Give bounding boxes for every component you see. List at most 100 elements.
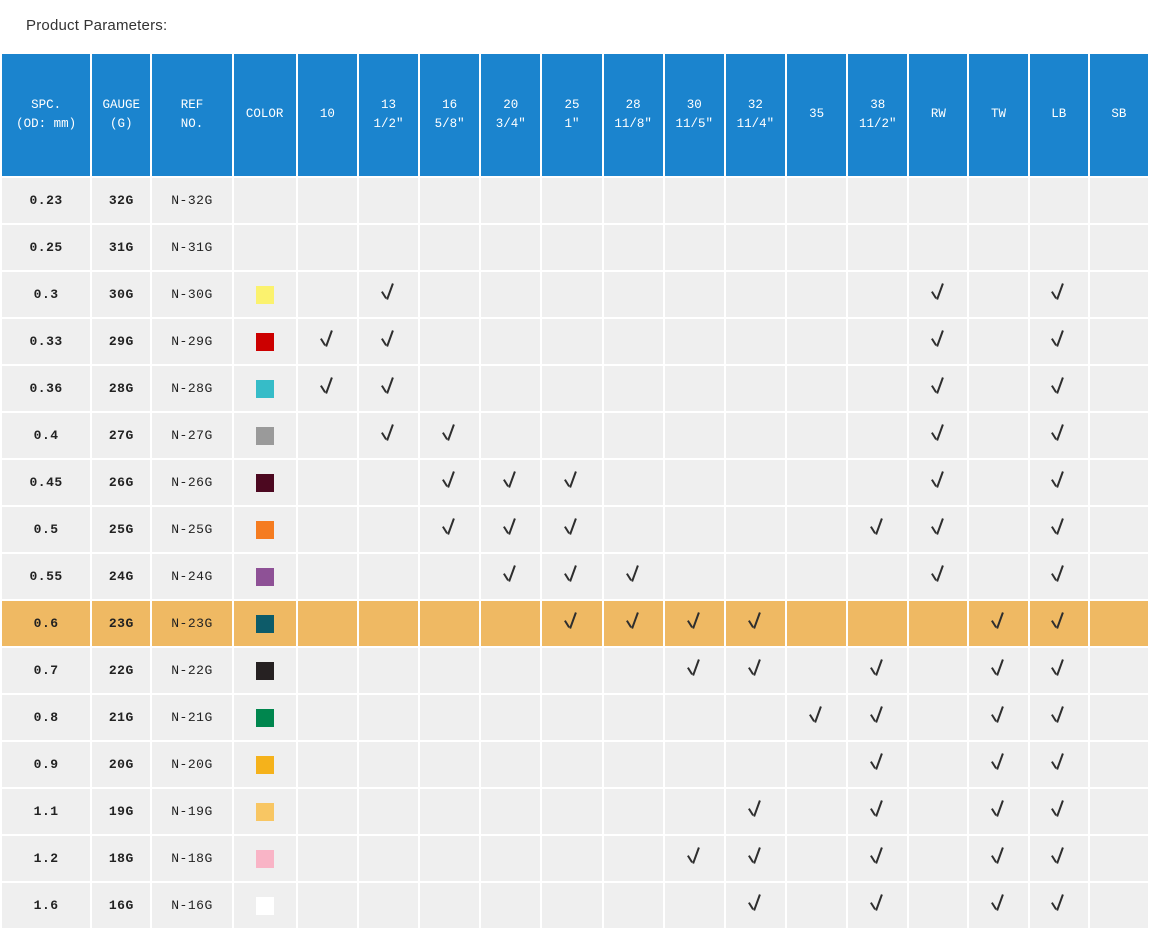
cell-38 xyxy=(848,413,908,458)
column-header-rw[interactable]: RW xyxy=(909,54,968,176)
column-header-10[interactable]: 10 xyxy=(297,54,357,176)
cell-lb xyxy=(1029,836,1088,881)
column-header-lb[interactable]: LB xyxy=(1029,54,1088,176)
cell-lb xyxy=(1029,648,1088,693)
table-row[interactable]: 0.8 21G N-21G xyxy=(2,695,1148,740)
cell-tw xyxy=(969,319,1028,364)
table-row[interactable]: 1.1 19G N-19G xyxy=(2,789,1148,834)
column-header-38[interactable]: 38 11/2″ xyxy=(848,54,908,176)
check-mark-icon xyxy=(869,660,886,677)
table-row[interactable]: 1.6 16G N-16G xyxy=(2,883,1148,928)
check-mark-icon xyxy=(1050,425,1067,442)
table-row[interactable]: 0.7 22G N-22G xyxy=(2,648,1148,693)
check-mark-icon xyxy=(1050,613,1067,630)
cell-20 xyxy=(481,789,541,834)
cell-20 xyxy=(481,272,541,317)
column-header-25[interactable]: 25 1″ xyxy=(542,54,602,176)
cell-38 xyxy=(848,507,908,552)
table-row[interactable]: 0.23 32G N-32G xyxy=(2,178,1148,223)
cell-spc: 0.7 xyxy=(2,648,91,693)
column-header-line1: SPC. xyxy=(31,97,62,112)
column-header-line1: 32 xyxy=(747,97,763,112)
cell-38 xyxy=(848,319,908,364)
cell-32 xyxy=(725,648,785,693)
cell-28 xyxy=(603,460,663,505)
cell-spc: 0.55 xyxy=(2,554,91,599)
table-row[interactable]: 0.33 29G N-29G xyxy=(2,319,1148,364)
cell-ref-no: N-18G xyxy=(152,836,232,881)
table-row[interactable]: 0.55 24G N-24G xyxy=(2,554,1148,599)
cell-30 xyxy=(664,789,724,834)
check-mark-icon xyxy=(747,613,764,630)
table-row[interactable]: 1.2 18G N-18G xyxy=(2,836,1148,881)
table-row[interactable]: 0.45 26G N-26G xyxy=(2,460,1148,505)
table-row[interactable]: 0.9 20G N-20G xyxy=(2,742,1148,787)
cell-ref-no: N-16G xyxy=(152,883,232,928)
table-row[interactable]: 0.25 31G N-31G xyxy=(2,225,1148,270)
table-row[interactable]: 0.36 28G N-28G xyxy=(2,366,1148,411)
cell-25 xyxy=(542,883,602,928)
column-header-35[interactable]: 35 xyxy=(787,54,847,176)
cell-spc: 0.5 xyxy=(2,507,91,552)
cell-lb xyxy=(1029,695,1088,740)
cell-30 xyxy=(664,742,724,787)
table-row[interactable]: 0.3 30G N-30G xyxy=(2,272,1148,317)
cell-28 xyxy=(603,225,663,270)
column-header-line1: TW xyxy=(991,107,1007,122)
column-header-28[interactable]: 28 11/8″ xyxy=(603,54,663,176)
table-row[interactable]: 0.4 27G N-27G xyxy=(2,413,1148,458)
column-header-30[interactable]: 30 11/5″ xyxy=(664,54,724,176)
cell-10 xyxy=(297,601,357,646)
cell-32 xyxy=(725,225,785,270)
check-mark-icon xyxy=(869,895,886,912)
check-mark-icon xyxy=(930,425,947,442)
cell-tw xyxy=(969,507,1028,552)
cell-color-swatch xyxy=(233,319,296,364)
check-mark-icon xyxy=(1050,895,1067,912)
cell-spc: 0.3 xyxy=(2,272,91,317)
check-mark-icon xyxy=(930,566,947,583)
cell-sb xyxy=(1089,413,1148,458)
cell-16 xyxy=(420,507,480,552)
column-header-ref[interactable]: REF NO. xyxy=(152,54,232,176)
column-header-line1: GAUGE xyxy=(102,97,141,112)
cell-32 xyxy=(725,366,785,411)
column-header-spc[interactable]: SPC. (OD: mm) xyxy=(2,54,91,176)
color-swatch xyxy=(255,426,274,445)
check-mark-icon xyxy=(808,707,825,724)
column-header-16[interactable]: 16 5/8″ xyxy=(420,54,480,176)
cell-35 xyxy=(787,225,847,270)
cell-sb xyxy=(1089,695,1148,740)
check-mark-icon xyxy=(1050,331,1067,348)
cell-13 xyxy=(358,883,419,928)
column-header-gauge[interactable]: GAUGE (G) xyxy=(92,54,151,176)
cell-35 xyxy=(787,460,847,505)
color-swatch xyxy=(255,379,274,398)
cell-ref-no: N-28G xyxy=(152,366,232,411)
cell-10 xyxy=(297,366,357,411)
cell-32 xyxy=(725,883,785,928)
cell-color-swatch xyxy=(233,272,296,317)
cell-sb xyxy=(1089,319,1148,364)
column-header-32[interactable]: 32 11/4″ xyxy=(725,54,785,176)
column-header-13[interactable]: 13 1/2″ xyxy=(358,54,419,176)
cell-10 xyxy=(297,178,357,223)
column-header-tw[interactable]: TW xyxy=(969,54,1028,176)
cell-16 xyxy=(420,366,480,411)
column-header-20[interactable]: 20 3/4″ xyxy=(481,54,541,176)
cell-lb xyxy=(1029,789,1088,834)
cell-28 xyxy=(603,413,663,458)
cell-32 xyxy=(725,507,785,552)
cell-30 xyxy=(664,178,724,223)
column-header-sb[interactable]: SB xyxy=(1089,54,1148,176)
cell-35 xyxy=(787,507,847,552)
cell-ref-no: N-19G xyxy=(152,789,232,834)
cell-38 xyxy=(848,225,908,270)
table-row[interactable]: 0.5 25G N-25G xyxy=(2,507,1148,552)
cell-30 xyxy=(664,554,724,599)
column-header-color[interactable]: COLOR xyxy=(233,54,296,176)
cell-sb xyxy=(1089,507,1148,552)
cell-color-swatch xyxy=(233,178,296,223)
cell-25 xyxy=(542,648,602,693)
table-row[interactable]: 0.6 23G N-23G xyxy=(2,601,1148,646)
